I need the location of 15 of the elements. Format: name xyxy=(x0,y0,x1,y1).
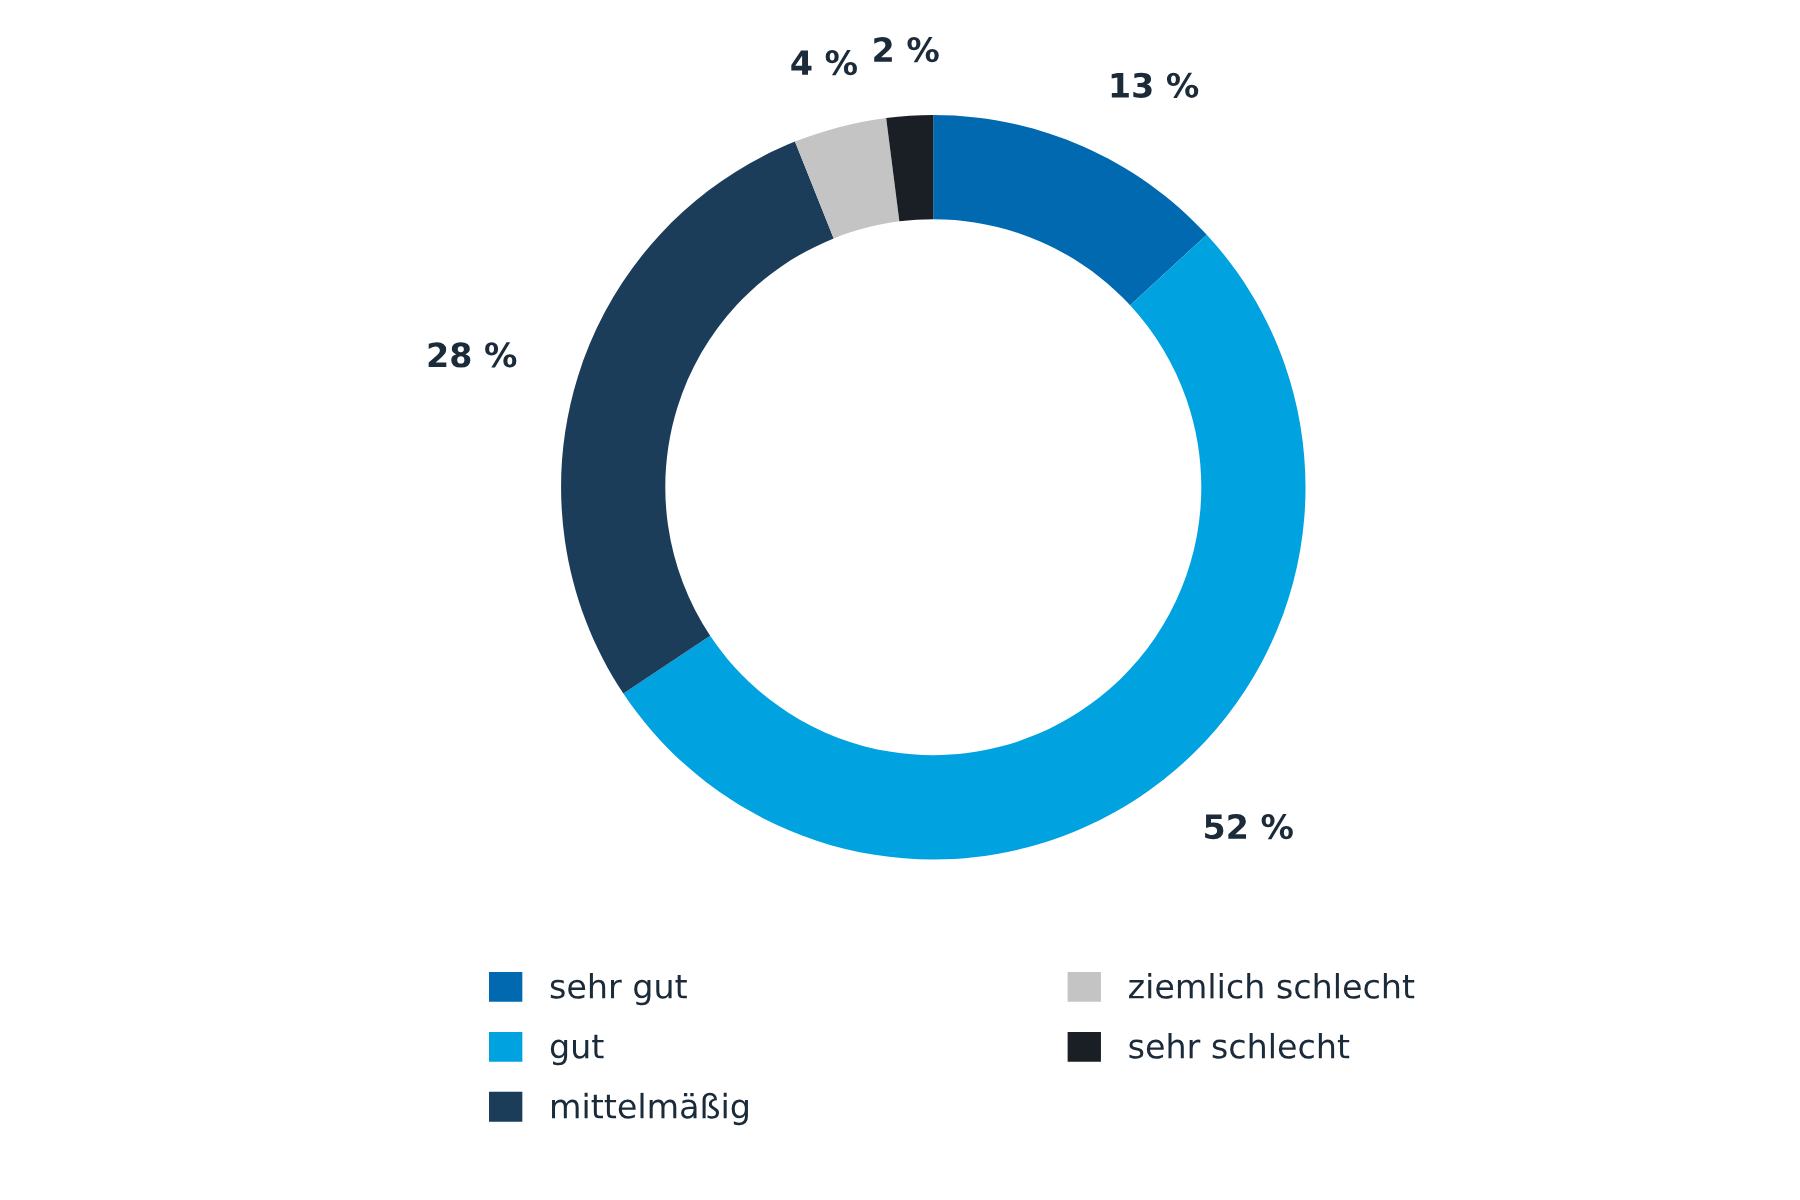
donut-slice xyxy=(933,114,1207,306)
legend-label: gut xyxy=(550,1034,604,1066)
legend-label: sehr schlecht xyxy=(1129,1032,1350,1059)
donut-slice xyxy=(886,114,934,222)
data-label: 52 % xyxy=(1205,814,1293,840)
donut-slice xyxy=(794,117,900,239)
legend-label: ziemlich schlecht xyxy=(1129,973,1415,999)
legend-label: mittelmäßig xyxy=(552,1092,748,1126)
donut-slice xyxy=(561,141,834,694)
data-label: 28 % xyxy=(428,342,517,368)
data-label: 2 % xyxy=(874,37,939,63)
data-label: 13 % xyxy=(1111,72,1199,98)
legend-label: sehr gut xyxy=(550,973,687,1006)
data-label: 4 % xyxy=(791,50,857,76)
donut-slice xyxy=(623,234,1306,860)
